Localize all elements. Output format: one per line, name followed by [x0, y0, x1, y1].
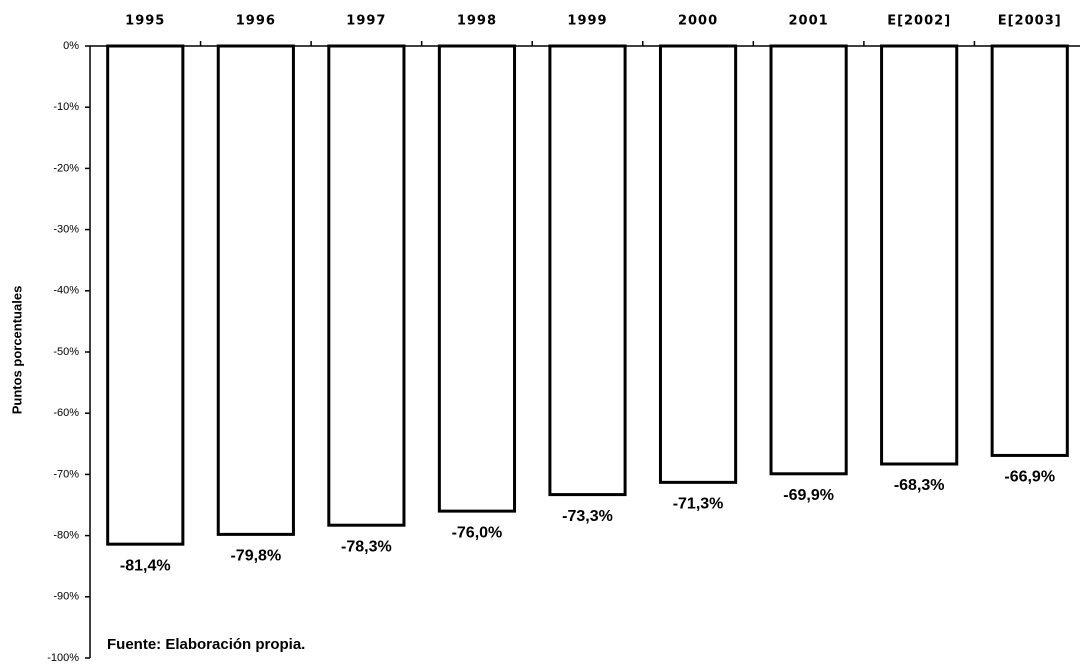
- bar: [990, 44, 1069, 457]
- y-tick-label: -70%: [53, 468, 79, 480]
- y-tick-label: 0%: [63, 40, 79, 52]
- y-tick-label: -10%: [53, 101, 79, 113]
- bar: [548, 44, 627, 497]
- x-tick-label: E[2003]: [998, 14, 1062, 29]
- value-label: -79,8%: [230, 548, 281, 565]
- value-label: -73,3%: [562, 508, 613, 525]
- y-tick-label: -60%: [53, 407, 79, 419]
- bar: [880, 44, 959, 466]
- bar: [769, 44, 848, 476]
- value-label: -68,3%: [894, 477, 945, 494]
- x-tick-label: 1998: [457, 14, 497, 29]
- y-tick-label: -30%: [53, 224, 79, 236]
- x-tick-label: E[2002]: [887, 14, 951, 29]
- y-tick-label: -50%: [53, 346, 79, 358]
- y-tick-label: -90%: [53, 591, 79, 603]
- bar: [106, 44, 185, 546]
- y-tick-label: -20%: [53, 162, 79, 174]
- value-label: -81,4%: [120, 557, 171, 574]
- x-tick-label: 2000: [678, 14, 718, 29]
- x-tick-label: 1999: [567, 14, 607, 29]
- x-tick-label: 1996: [236, 14, 276, 29]
- value-label: -76,0%: [452, 524, 503, 541]
- y-axis-label: Puntos porcentuales: [9, 286, 24, 415]
- y-tick-label: -80%: [53, 530, 79, 542]
- value-label: -71,3%: [673, 496, 724, 513]
- x-tick-label: 2001: [789, 14, 829, 29]
- value-label: -66,9%: [1004, 469, 1055, 486]
- bar: [437, 44, 517, 513]
- bar: [658, 44, 738, 484]
- bar: [216, 44, 295, 536]
- y-tick-label: -100%: [47, 652, 79, 664]
- value-label: -78,3%: [341, 538, 392, 555]
- value-label: -69,9%: [783, 487, 834, 504]
- x-tick-label: 1995: [125, 14, 165, 29]
- bar: [327, 44, 406, 527]
- x-tick-label: 1997: [346, 14, 386, 29]
- y-tick-label: -40%: [53, 285, 79, 297]
- annotation: Fuente: Elaboración propia.: [107, 636, 305, 653]
